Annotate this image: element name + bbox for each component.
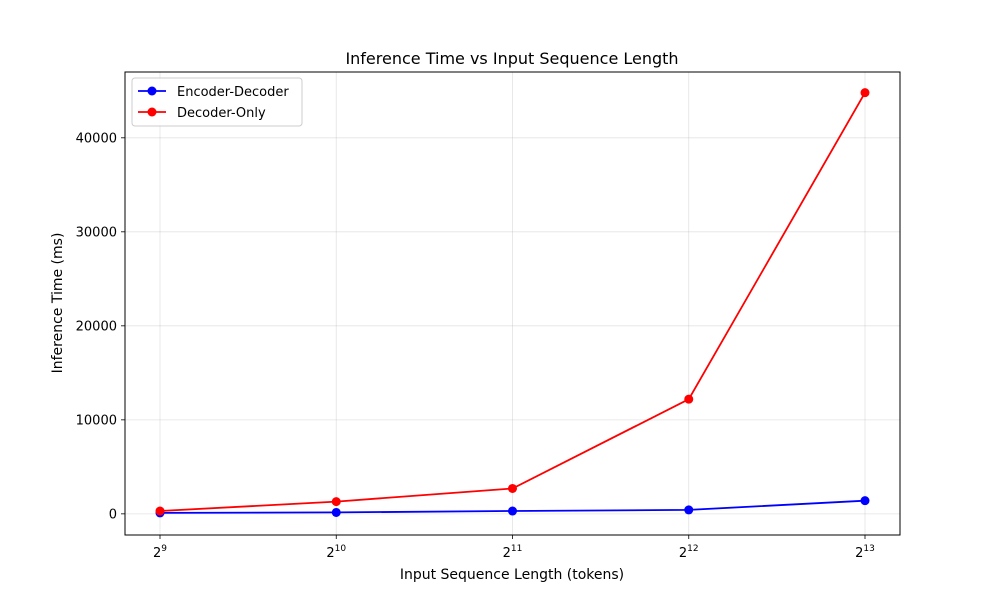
legend-marker xyxy=(147,86,157,96)
data-point xyxy=(331,507,341,517)
x-tick-base: 2 xyxy=(503,546,511,561)
y-tick-label: 30000 xyxy=(76,225,117,240)
x-tick-label: 212 xyxy=(679,544,699,561)
x-tick-exponent: 9 xyxy=(161,544,167,554)
data-point xyxy=(508,483,517,493)
x-axis-ticks: 29 210 211 212 213 xyxy=(153,535,875,561)
data-point xyxy=(684,505,694,515)
chart-title: Inference Time vs Input Sequence Length xyxy=(345,49,678,68)
x-tick-label: 210 xyxy=(326,544,346,561)
y-tick-label: 10000 xyxy=(76,413,117,428)
data-point xyxy=(684,394,694,404)
x-tick-exponent: 13 xyxy=(863,544,874,554)
x-tick-label: 211 xyxy=(503,544,523,561)
x-tick-label: 213 xyxy=(855,544,875,561)
data-point xyxy=(155,506,165,516)
data-point xyxy=(860,496,870,506)
x-tick-base: 2 xyxy=(326,546,334,561)
x-tick-exponent: 12 xyxy=(687,544,698,554)
x-tick-exponent: 11 xyxy=(511,544,522,554)
x-tick-exponent: 10 xyxy=(335,544,347,554)
data-point xyxy=(860,88,870,98)
y-axis-label: Inference Time (ms) xyxy=(50,233,66,374)
legend-label: Encoder-Decoder xyxy=(177,85,289,100)
legend-label: Decoder-Only xyxy=(177,106,266,121)
x-tick-base: 2 xyxy=(153,546,161,561)
legend: Encoder-Decoder Decoder-Only xyxy=(131,77,303,127)
legend-box xyxy=(131,77,303,127)
legend-marker xyxy=(147,107,157,117)
y-tick-label: 20000 xyxy=(76,319,117,334)
x-axis-label: Input Sequence Length (tokens) xyxy=(400,567,624,583)
y-axis-ticks: 0 10000 20000 30000 40000 xyxy=(76,131,125,522)
series-layer xyxy=(155,88,870,518)
grid xyxy=(125,72,900,535)
y-tick-label: 40000 xyxy=(76,131,117,146)
data-point xyxy=(331,497,341,507)
y-tick-label: 0 xyxy=(109,507,117,522)
x-tick-base: 2 xyxy=(855,546,863,561)
data-point xyxy=(508,506,517,516)
x-tick-base: 2 xyxy=(679,546,687,561)
x-tick-label: 29 xyxy=(153,544,167,561)
